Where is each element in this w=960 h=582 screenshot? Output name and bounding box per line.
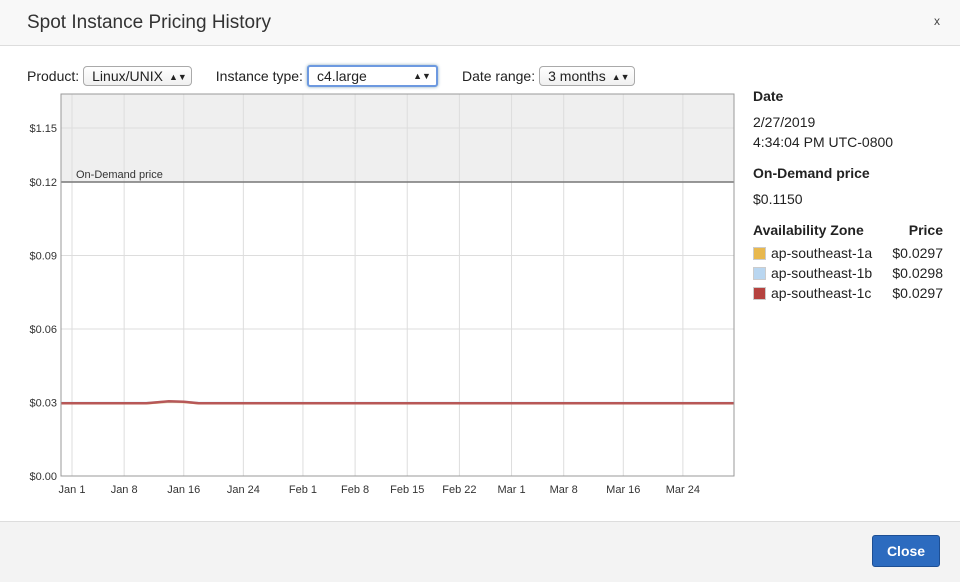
close-button[interactable]: Close	[872, 535, 940, 567]
x-tick-label: Feb 1	[289, 484, 317, 496]
filter-controls: Product: Linux/UNIX ▲▼ Instance type: c4.…	[27, 65, 659, 87]
date-value: 2/27/2019 4:34:04 PM UTC-0800	[753, 114, 894, 150]
az-row: ap-southeast-1c $0.0297	[753, 283, 943, 303]
on-demand-value: $0.1150	[753, 191, 803, 207]
select-arrows-icon: ▲▼	[611, 72, 630, 82]
x-tick-label: Jan 24	[227, 484, 260, 496]
dialog-header: Spot Instance Pricing History x	[0, 0, 960, 46]
select-arrows-icon: ▲▼	[413, 71, 431, 81]
instance-type-label: Instance type:	[215, 68, 303, 84]
y-tick-label: $0.06	[29, 324, 57, 336]
legend-swatch	[753, 246, 766, 260]
price-history-chart[interactable]: Jan 1 Jan 8 Jan 16 Jan 24 Feb 1 Feb 8 Feb 15 Fe…	[0, 90, 745, 500]
az-name: ap-southeast-1a	[771, 245, 873, 261]
x-tick-label: Feb 22	[442, 484, 476, 496]
plot-border	[60, 93, 735, 477]
dialog-title: Spot Instance Pricing History	[27, 12, 271, 33]
x-tick-label: Feb 15	[390, 484, 424, 496]
date-range-select[interactable]: 3 months ▲▼	[539, 66, 635, 86]
y-tick-label: $1.15	[29, 123, 57, 135]
x-tick-label: Jan 8	[111, 484, 138, 496]
x-tick-label: Feb 8	[341, 484, 369, 496]
above-on-demand-band	[61, 94, 734, 182]
on-demand-label: On-Demand price	[76, 169, 163, 181]
x-tick-label: Mar 1	[497, 484, 525, 496]
x-tick-label: Mar 16	[606, 484, 640, 496]
y-tick-label: $0.12	[29, 177, 57, 189]
product-select[interactable]: Linux/UNIX ▲▼	[83, 66, 192, 86]
az-table-header: Availability Zone Price	[753, 222, 943, 238]
legend-swatch	[753, 286, 766, 300]
details-panel: Date 2/27/2019 4:34:04 PM UTC-0800 On-Dem…	[753, 88, 943, 303]
az-name: ap-southeast-1c	[771, 285, 872, 301]
dialog-footer	[0, 521, 960, 582]
x-tick-label: Mar 24	[666, 484, 700, 496]
on-demand-heading: On-Demand price	[753, 165, 870, 181]
date-heading: Date	[753, 88, 784, 104]
az-row: ap-southeast-1a $0.0297	[753, 243, 943, 263]
az-price: $0.0298	[892, 265, 943, 281]
legend-swatch	[753, 266, 766, 280]
date-range-label: Date range:	[461, 68, 536, 84]
x-tick-label: Jan 16	[167, 484, 200, 496]
x-tick-label: Jan 1	[59, 484, 86, 496]
az-price: $0.0297	[892, 285, 943, 301]
x-tick-label: Mar 8	[550, 484, 578, 496]
instance-type-select[interactable]: c4.large ▲▼	[306, 65, 438, 87]
close-x-button[interactable]: x	[934, 14, 940, 28]
product-label: Product:	[27, 68, 80, 84]
y-tick-label: $0.09	[29, 251, 57, 263]
y-tick-label: $0.03	[29, 398, 57, 410]
az-price: $0.0297	[892, 245, 943, 261]
select-arrows-icon: ▲▼	[168, 72, 187, 82]
az-row: ap-southeast-1b $0.0298	[753, 263, 943, 283]
az-name: ap-southeast-1b	[771, 265, 873, 281]
az-table: ap-southeast-1a $0.0297 ap-southeast-1b $0.…	[753, 243, 943, 303]
y-tick-label: $0.00	[29, 471, 57, 483]
series-line-ap-southeast-1c	[61, 400, 734, 405]
